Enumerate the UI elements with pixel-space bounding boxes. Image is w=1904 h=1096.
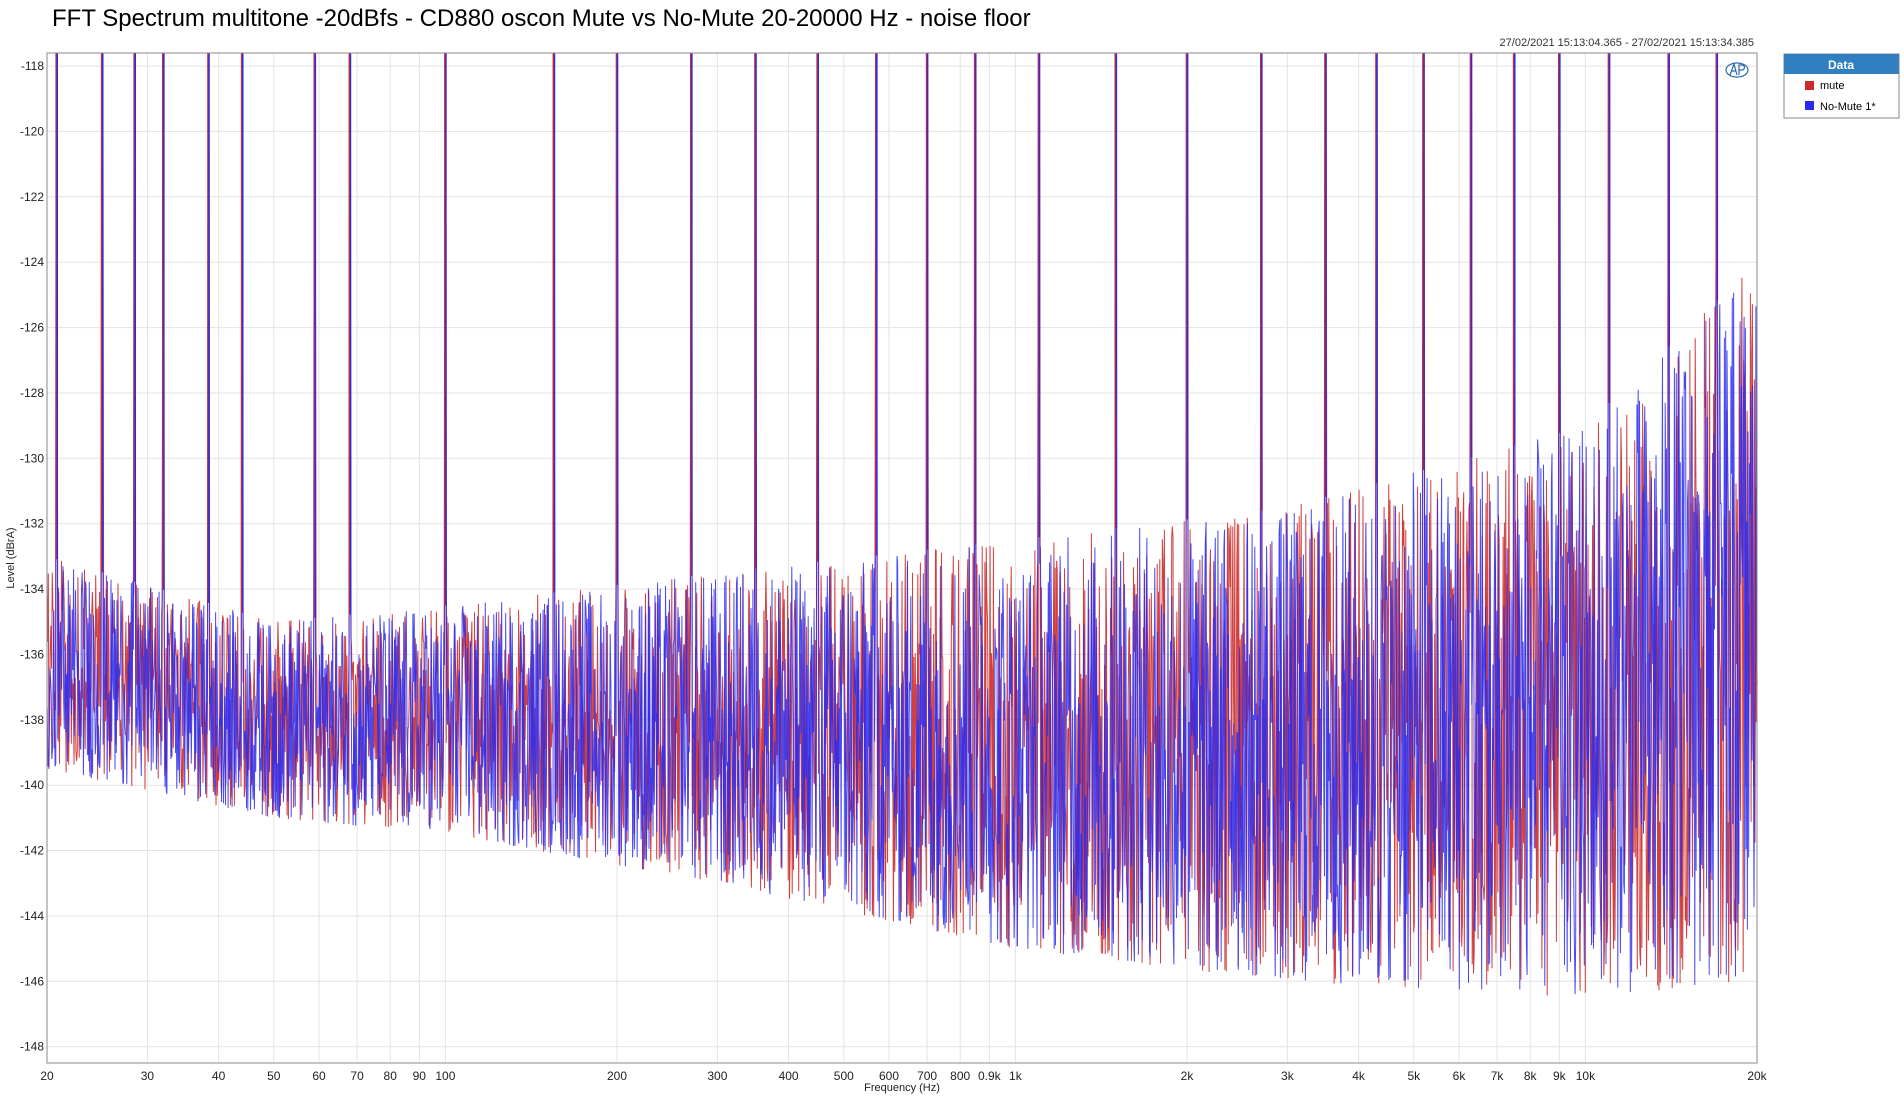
timestamp-range: 27/02/2021 15:13:04.365 - 27/02/2021 15:…	[1500, 37, 1754, 49]
plot-frame	[46, 52, 1758, 1064]
y-tick-label: -148	[20, 1040, 44, 1054]
legend-swatch-mute	[1805, 81, 1814, 90]
x-tick-label: 700	[917, 1069, 937, 1083]
legend-header	[1784, 54, 1899, 74]
legend-title: Data	[1828, 58, 1854, 72]
y-tick-label: -128	[20, 386, 44, 400]
x-axis-title: Frequency (Hz)	[864, 1082, 940, 1094]
series-line-no-mute	[46, 52, 1758, 995]
x-tick-label: 400	[779, 1069, 799, 1083]
x-tick-label: 1k	[1009, 1069, 1023, 1083]
x-tick-label: 20k	[1747, 1069, 1767, 1083]
x-tick-label: 90	[413, 1069, 427, 1083]
y-tick-label: -138	[20, 713, 44, 727]
y-tick-label: -124	[20, 255, 44, 269]
x-tick-labels: 20 30 40 50 60 70 80 90 100 200 300 400 500 600 700 800…	[40, 1069, 1767, 1083]
x-tick-label: 200	[607, 1069, 627, 1083]
y-tick-label: -132	[20, 517, 44, 531]
y-tick-label: -126	[20, 321, 44, 335]
ap-logo-icon	[1725, 62, 1749, 78]
y-tick-label: -140	[20, 778, 44, 792]
x-tick-label: 4k	[1352, 1069, 1366, 1083]
x-tick-label: 70	[350, 1069, 364, 1083]
y-tick-label: -120	[20, 124, 44, 138]
x-tick-label: 6k	[1453, 1069, 1467, 1083]
y-tick-label: -118	[21, 59, 44, 73]
y-tick-label: -134	[20, 582, 44, 596]
x-tick-label: 5k	[1407, 1069, 1421, 1083]
x-tick-label: 80	[384, 1069, 398, 1083]
y-tick-labels: -118 -120 -122 -124 -126 -128 -130 -132 -134 -136…	[20, 59, 44, 1054]
x-tick-label: 8k	[1524, 1069, 1538, 1083]
x-tick-label: 30	[141, 1069, 155, 1083]
x-tick-label: 20	[40, 1069, 54, 1083]
x-tick-label: 9k	[1553, 1069, 1567, 1083]
x-tick-label: 100	[435, 1069, 455, 1083]
y-axis-title: Level (dBrA)	[5, 527, 17, 588]
legend-swatch-no-mute	[1805, 101, 1814, 110]
x-tick-label: 50	[267, 1069, 281, 1083]
x-tick-label: 600	[879, 1069, 899, 1083]
legend-label-mute: mute	[1820, 80, 1844, 92]
x-tick-label: 500	[834, 1069, 854, 1083]
x-tick-label: 10k	[1576, 1069, 1596, 1083]
x-tick-label: 800	[950, 1069, 970, 1083]
legend: Data mute No-Mute 1*	[1783, 53, 1900, 119]
y-tick-label: -146	[20, 974, 44, 988]
y-tick-label: -130	[20, 451, 44, 465]
x-tick-label: 60	[312, 1069, 326, 1083]
x-tick-label: 2k	[1181, 1069, 1195, 1083]
x-tick-label: 300	[707, 1069, 727, 1083]
x-tick-label: 7k	[1491, 1069, 1505, 1083]
y-tick-label: -122	[20, 190, 44, 204]
x-tick-label: 40	[212, 1069, 226, 1083]
x-tick-label: 0.9k	[978, 1069, 1002, 1083]
y-tick-label: -136	[20, 647, 44, 661]
legend-label-no-mute: No-Mute 1*	[1820, 101, 1876, 113]
series-traces	[46, 52, 1758, 996]
y-tick-label: -144	[20, 909, 44, 923]
x-tick-label: 3k	[1281, 1069, 1295, 1083]
y-tick-label: -142	[20, 844, 44, 858]
chart-title: FFT Spectrum multitone -20dBfs - CD880 o…	[52, 5, 1031, 32]
